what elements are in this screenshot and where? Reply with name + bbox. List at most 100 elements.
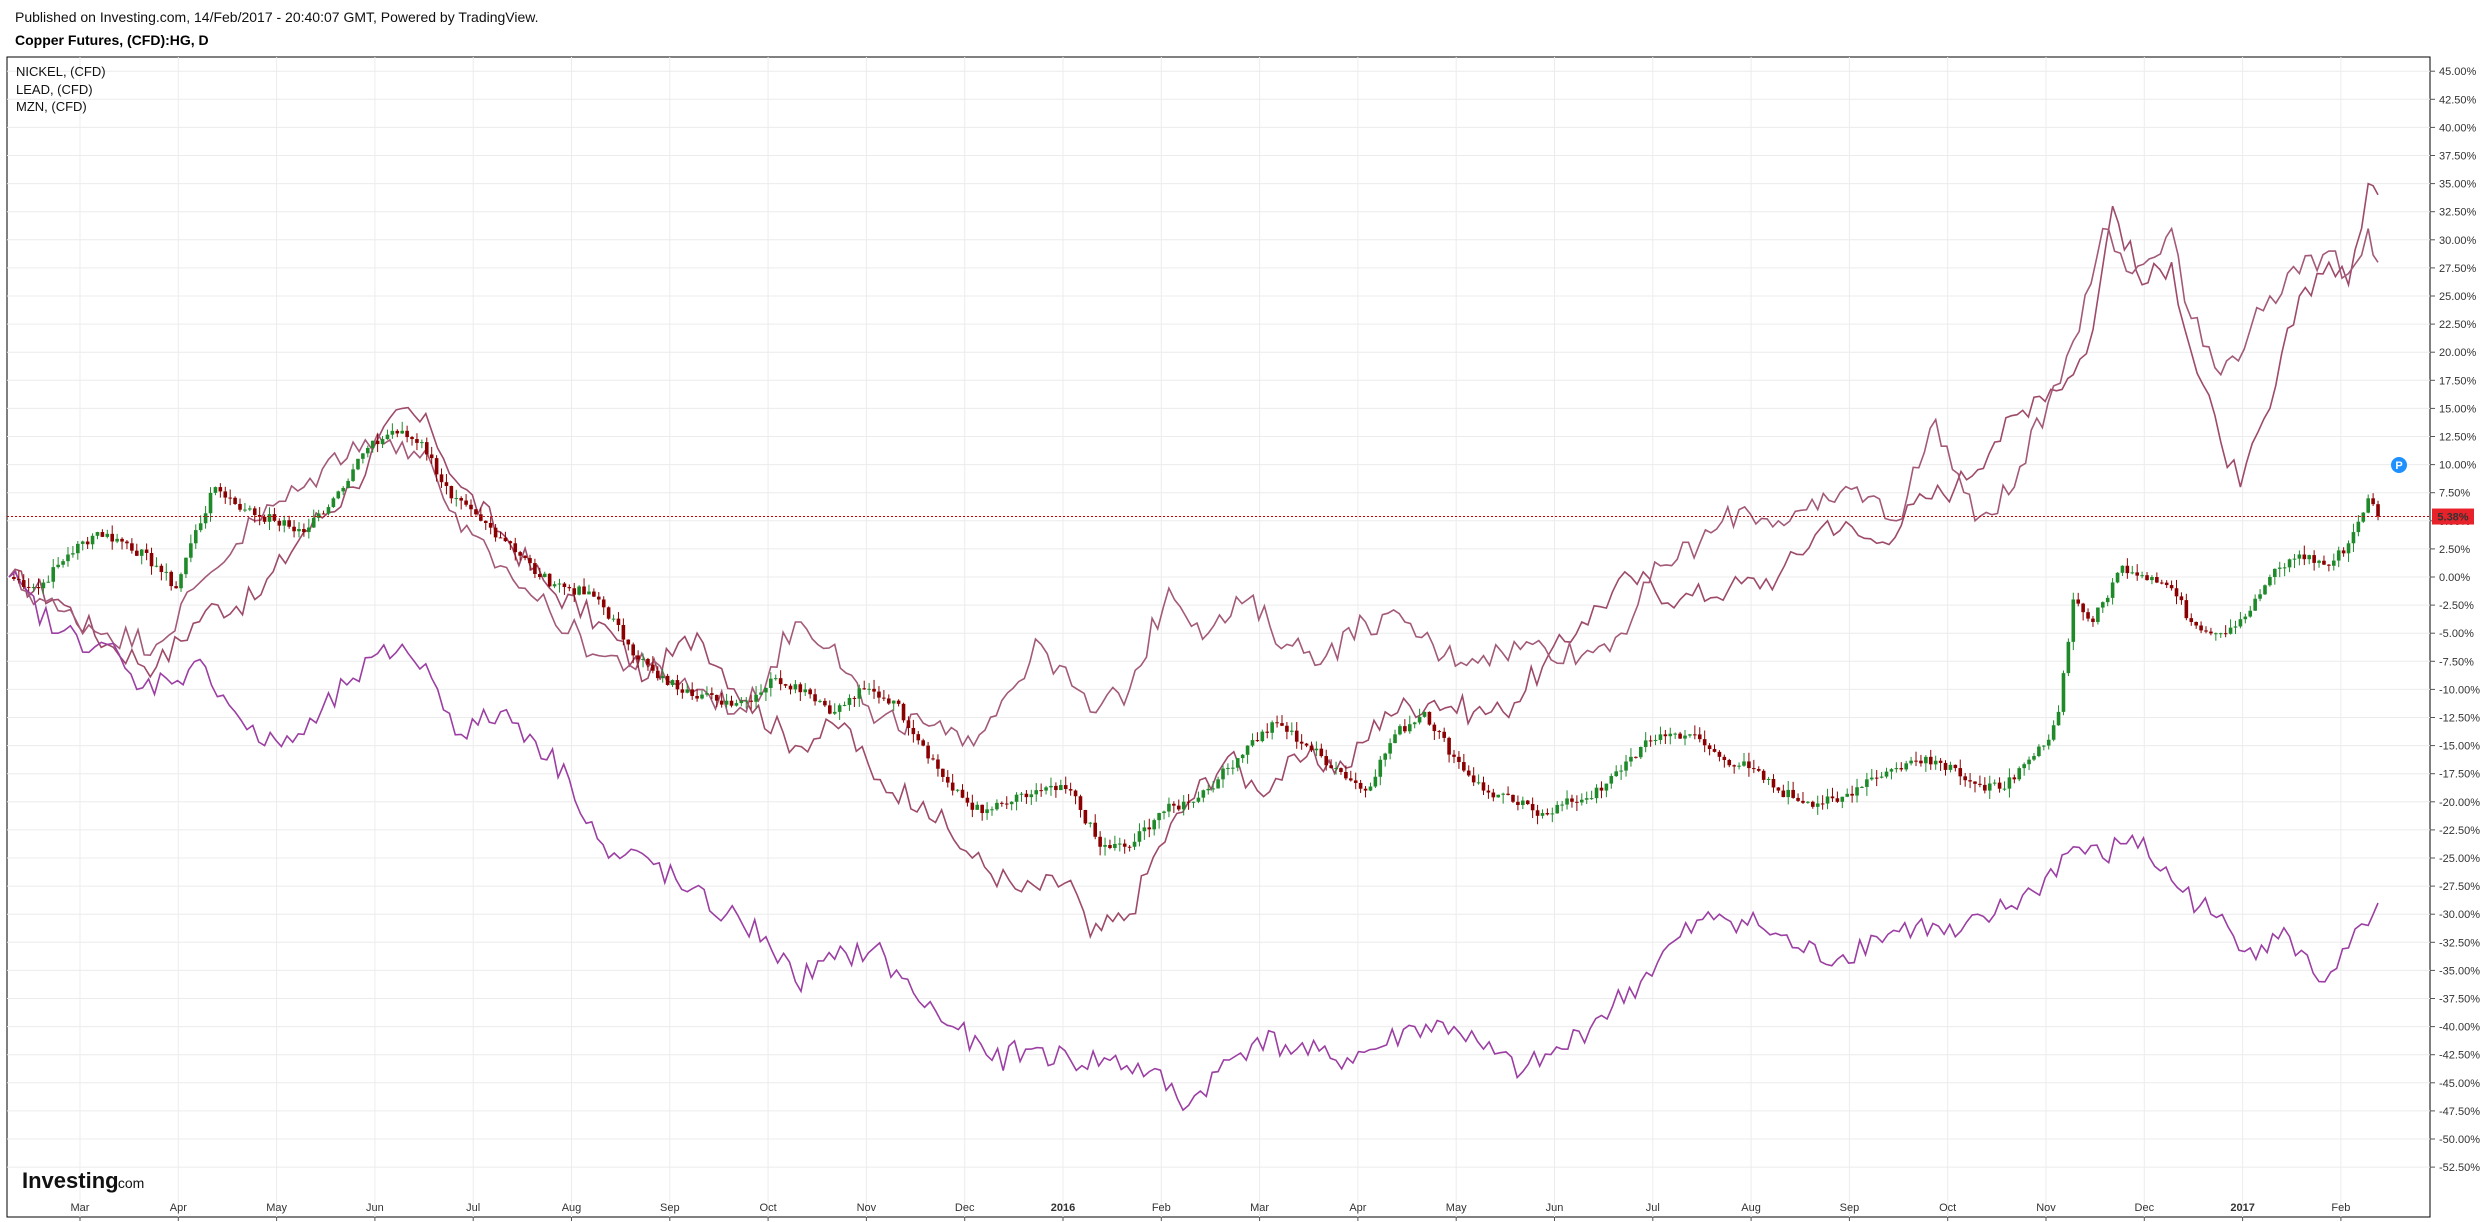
candle-body [651,664,655,671]
candle-body [1589,798,1594,800]
candle-body [1383,753,1387,760]
candle-body [562,583,567,588]
candle-body [2268,577,2272,586]
candle-body [46,581,51,583]
current-price-label: 5.38% [2437,512,2468,524]
y-tick-label: -47.50% [2439,1106,2480,1118]
candle-body [931,758,935,760]
candle-body [1462,762,1466,771]
candle-body [1791,789,1795,798]
candle-body [415,439,419,443]
candle-body [1732,765,1736,767]
candle-body [2155,577,2159,583]
candle-body [287,520,291,527]
candle-body [1756,768,1761,771]
candle-body [1147,827,1152,830]
candle-body [852,697,857,699]
candle-body [95,532,100,536]
candle-body [361,453,365,459]
y-tick-label: 40.00% [2439,122,2477,134]
y-tick-label: -27.50% [2439,881,2480,893]
candle-body [2376,504,2380,517]
candle-body [2312,555,2316,563]
candle-body [2223,633,2228,635]
x-tick-label: Dec [2135,1202,2155,1214]
legend-item-mzn[interactable]: MZN, (CFD) [16,99,87,114]
candle-body [1417,716,1422,723]
candle-body [1565,798,1569,805]
candle-body [847,697,852,705]
candle-body [1388,743,1392,754]
series-line-nickel [8,182,2379,940]
candle-body [1398,726,1402,735]
candle-body [1029,794,1034,798]
p-marker-badge[interactable]: P [2391,457,2407,473]
candle-body [1167,803,1171,812]
candle-body [773,678,778,680]
candle-body [1049,785,1053,788]
candle-body [174,586,178,589]
candle-body [2218,633,2223,635]
candle-body [2076,599,2081,604]
candle-body [1560,804,1564,806]
candle-body [1324,756,1329,766]
candle-body [420,442,424,444]
candle-body [1638,746,1643,758]
legend-item-lead[interactable]: LEAD, (CFD) [16,82,93,97]
candle-body [808,689,812,695]
candle-body [429,454,434,459]
candle-body [164,571,169,573]
candle-body [503,537,508,542]
candle-body [1580,799,1584,803]
candle-body [1491,792,1496,798]
candle-body [538,574,542,577]
candle-body [945,776,950,783]
candle-body [1290,730,1294,732]
candle-body [700,694,704,699]
candle-body [331,498,336,508]
candle-body [1014,794,1019,802]
candle-body [66,554,70,562]
candle-body [1422,711,1427,717]
candle-body [488,522,493,528]
candle-body [2066,641,2071,674]
legend-item-nickel[interactable]: NICKEL, (CFD) [16,64,106,79]
candle-body [1909,760,1913,764]
candle-body [1648,740,1653,742]
candle-body [1201,790,1206,798]
candle-body [710,693,714,695]
candle-body [1825,796,1830,804]
x-tick-label: Feb [2331,1202,2350,1214]
candle-body [1516,801,1520,805]
candle-body [1919,760,1923,764]
candle-body [1245,745,1250,755]
candle-body [636,655,640,660]
candle-body [1865,779,1869,787]
candle-body [1545,813,1550,815]
candle-body [1024,793,1029,798]
candle-body [2027,759,2031,765]
candle-body [2371,498,2375,505]
candle-body [125,541,129,544]
candle-body [1963,776,1967,781]
candle-body [1206,788,1211,791]
candle-body [906,720,911,728]
candle-body [1924,756,1928,764]
candle-body [341,487,346,492]
candle-body [793,684,798,690]
candle-body [1407,724,1412,732]
candle-body [424,442,429,455]
candle-body [1117,843,1122,845]
current-price-badge [2432,508,2474,525]
candle-body [980,804,984,814]
candle-body [877,691,881,698]
candle-body [2125,565,2130,574]
candle-body [439,474,444,483]
candle-body [749,700,753,702]
y-tick-label: -15.00% [2439,741,2480,753]
candle-body [223,491,228,498]
p-marker-label: P [2395,460,2402,472]
candle-body [1280,723,1284,726]
candle-body [670,680,675,685]
